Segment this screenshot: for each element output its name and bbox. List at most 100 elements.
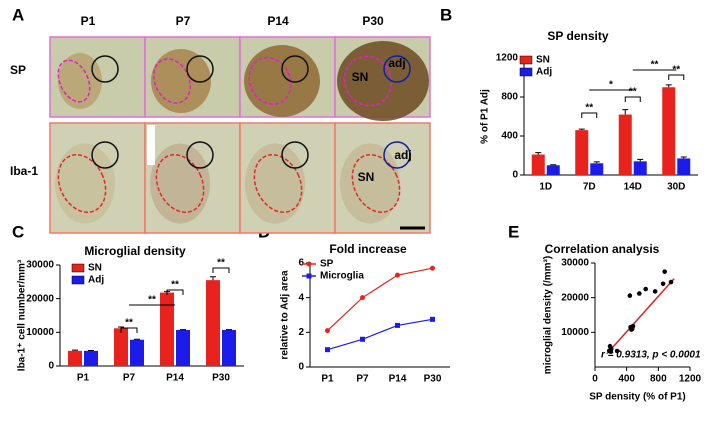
stat-annotation: r = 0.9313, p < 0.0001	[601, 350, 701, 361]
x-tick-label: P7	[356, 374, 369, 385]
y-tick-label: 0	[48, 361, 54, 372]
column-label: P1	[81, 14, 96, 28]
bar	[618, 114, 632, 175]
data-point	[395, 322, 400, 328]
y-tick-label: 400	[501, 131, 518, 142]
significance-label: *	[609, 80, 613, 91]
bar	[176, 329, 190, 366]
data-point	[325, 347, 330, 353]
data-point	[630, 323, 636, 329]
chart-title: Fold increase	[329, 242, 407, 256]
y-tick-label: 30000	[26, 260, 54, 271]
bar	[84, 350, 98, 366]
x-tick-label: P14	[389, 374, 407, 385]
chart-title: Correlation analysis	[545, 242, 660, 256]
x-tick-label: P1	[77, 373, 90, 384]
significance-label: **	[651, 60, 659, 71]
sn-outline	[57, 59, 91, 103]
x-tick-label: 400	[618, 374, 635, 385]
row-label: SP	[10, 63, 26, 77]
y-tick-label: 0	[298, 362, 304, 373]
bar	[160, 292, 174, 366]
significance-label: **	[148, 295, 156, 306]
bar	[546, 165, 560, 175]
x-tick-label: P14	[166, 373, 184, 384]
y-axis-label: % of P1 Adj	[480, 89, 491, 144]
data-point	[643, 286, 648, 292]
x-tick-label: 14D	[624, 182, 642, 193]
data-point	[608, 346, 614, 352]
bar	[677, 158, 691, 175]
significance-bracket	[668, 74, 685, 80]
tile-label: SN	[358, 170, 375, 184]
x-tick-label: P30	[212, 373, 230, 384]
data-point	[662, 269, 667, 274]
panel-letter: E	[508, 222, 519, 241]
legend-swatch	[519, 55, 533, 65]
x-tick-label: 1D	[539, 182, 552, 193]
bar	[68, 350, 82, 366]
x-tick-label: 7D	[583, 182, 596, 193]
column-label: P14	[267, 14, 289, 28]
bar	[206, 280, 220, 366]
stained-region	[244, 45, 320, 117]
significance-label: **	[217, 258, 225, 269]
significance-label: **	[672, 65, 680, 76]
sn-outline	[57, 154, 107, 213]
data-line	[327, 318, 433, 351]
stained-region	[150, 143, 210, 224]
data-point	[652, 289, 658, 294]
legend-label: SP	[320, 259, 334, 270]
significance-label: **	[585, 103, 593, 114]
y-tick-label: 10000	[26, 327, 54, 338]
bar	[662, 87, 676, 175]
panel-letter: B	[440, 5, 452, 24]
data-point	[660, 281, 666, 287]
error-bar	[210, 276, 216, 281]
data-point	[360, 295, 365, 301]
bar	[633, 161, 647, 175]
adj-outline	[281, 141, 309, 169]
error-bar	[535, 152, 542, 155]
data-point	[637, 291, 642, 296]
chart-title: Microglial density	[84, 244, 186, 258]
significance-bracket	[212, 267, 230, 273]
significance-bracket	[166, 289, 184, 295]
error-bar	[578, 128, 585, 131]
y-axis-label: relative to Adj area	[280, 270, 291, 360]
column-label: P30	[362, 14, 384, 28]
sn-outline	[155, 154, 205, 213]
adj-outline	[186, 141, 214, 169]
error-bar	[680, 156, 687, 159]
legend-label: Microglia	[320, 271, 364, 282]
significance-label: **	[171, 280, 179, 291]
error-bar	[665, 84, 672, 88]
sn-outline	[253, 154, 303, 213]
adj-outline	[281, 55, 309, 83]
significance-bracket	[581, 112, 598, 118]
x-tick-label: 800	[650, 374, 667, 385]
legend-swatch	[71, 263, 85, 273]
gap	[147, 125, 155, 165]
y-axis-label: Iba-1⁺ cell number/mm³	[17, 259, 28, 371]
stained-region	[337, 41, 429, 121]
y-tick-label: 20000	[26, 293, 54, 304]
x-axis-label: SP density (% of P1)	[589, 392, 686, 403]
data-point	[627, 293, 633, 298]
error-bar	[622, 109, 629, 115]
tile-label: adj	[394, 148, 411, 162]
adj-outline	[91, 55, 119, 83]
adj-outline	[383, 141, 411, 169]
data-line	[327, 267, 433, 332]
legend-swatch	[519, 67, 533, 77]
y-tick-label: 4	[298, 292, 304, 303]
data-point	[430, 316, 435, 322]
data-point	[430, 265, 435, 271]
error-bar	[593, 161, 600, 164]
legend-marker	[306, 273, 312, 279]
bar	[222, 329, 236, 366]
y-tick-label: 10000	[561, 327, 589, 338]
bar	[114, 328, 128, 366]
x-tick-label: P1	[321, 374, 334, 385]
adj-outline	[91, 141, 119, 169]
